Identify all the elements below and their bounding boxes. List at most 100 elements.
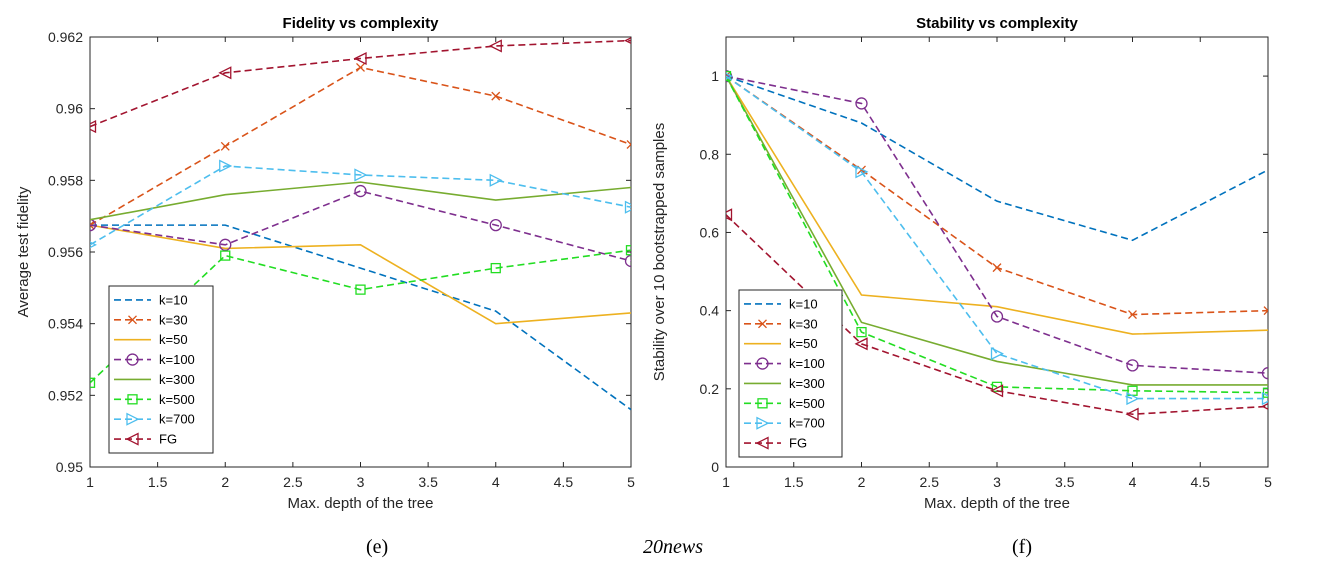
chart-panel-2: 1 1.5 2 2.5 3 3.5 4 4.5 5 0 0.2 0.4 0.6 0.8 1 Stability… (651, 15, 1272, 512)
data-point-k-500 (220, 250, 231, 261)
data-point-k-30 (992, 263, 1002, 273)
legend-item-k-10: k=10 (744, 296, 818, 311)
data-point-k-100 (990, 310, 1004, 323)
legend: k=10 k=30 k=50 k=100 k=300 k=500 k=700 FG (108, 285, 214, 454)
data-point-k-100 (489, 218, 502, 232)
data-point-k-100 (90, 218, 97, 232)
data-point-fg (353, 51, 367, 66)
data-point-k-700 (489, 173, 503, 187)
y-axis-label: Average test fidelity (15, 186, 32, 317)
series-k-30 (90, 62, 631, 230)
data-point-k-100 (1261, 367, 1268, 380)
legend: k=10 k=30 k=50 k=100 k=300 k=500 k=700 FG (738, 289, 843, 458)
y-tick-label: 1 (711, 68, 719, 84)
y-tick-label: 0.954 (48, 316, 83, 332)
chart-panel-1: 1 1.5 2 2.5 3 3.5 4 4.5 5 0.95 0.952 0.954 0.956 0.95… (15, 15, 635, 512)
data-point-fg (854, 337, 868, 351)
x-tick-label: 3 (993, 474, 1001, 490)
data-point-k-100 (624, 254, 631, 268)
legend-item-k-30: k=30 (114, 312, 188, 327)
x-tick-label: 2.5 (920, 474, 940, 490)
data-point-k-30 (1263, 306, 1268, 316)
series-k-100 (90, 184, 631, 268)
legend-label: k=10 (159, 292, 188, 307)
series-line-k-300 (726, 75, 1268, 386)
x-tick-label: 4.5 (554, 474, 574, 490)
x-tick-label: 1 (722, 474, 730, 490)
data-point-fg (990, 384, 1004, 398)
legend-item-k-10: k=10 (114, 292, 188, 307)
data-point-k-500 (355, 284, 366, 295)
legend-item-k-500: k=500 (744, 396, 825, 411)
y-tick-label: 0.952 (48, 387, 83, 403)
legend-item-k-300: k=300 (744, 376, 825, 391)
caption-right: (f) (1012, 536, 1032, 558)
y-tick-label: 0 (711, 459, 719, 475)
data-point-k-700 (855, 165, 869, 179)
data-point-k-30 (90, 220, 95, 230)
data-point-k-100 (1126, 359, 1139, 372)
legend-label: k=700 (159, 412, 195, 427)
legend-label: k=10 (789, 296, 818, 311)
legend-label: k=700 (789, 416, 825, 431)
data-point-k-100 (855, 97, 868, 110)
y-tick-label: 0.958 (48, 172, 83, 188)
series-k-300 (726, 75, 1268, 386)
series-line-k-700 (90, 165, 631, 246)
x-tick-label: 3.5 (418, 474, 438, 490)
series-line-k-100 (726, 75, 1268, 374)
chart-title: Stability vs complexity (916, 15, 1078, 32)
series-line-k-10 (726, 75, 1268, 242)
y-tick-label: 0.95 (56, 459, 83, 475)
data-point-fg (1125, 407, 1139, 421)
x-tick-label: 1 (86, 474, 94, 490)
legend-label: k=500 (159, 392, 195, 407)
x-tick-label: 1.5 (148, 474, 168, 490)
legend-item-fg: FG (114, 432, 177, 447)
data-point-fg (218, 66, 232, 80)
data-point-k-700 (1261, 392, 1268, 406)
legend-item-k-100: k=100 (744, 356, 825, 371)
data-point-k-500 (1262, 387, 1268, 398)
legend-marker (756, 357, 769, 370)
x-tick-label: 5 (627, 474, 635, 490)
x-axis-label: Max. depth of the tree (924, 495, 1070, 512)
legend-item-k-500: k=500 (114, 392, 195, 407)
caption-left: (e) (366, 536, 389, 558)
legend-marker (126, 412, 140, 426)
legend-item-k-700: k=700 (744, 416, 825, 431)
legend-marker (758, 319, 767, 329)
legend-item-k-30: k=30 (744, 316, 818, 331)
x-tick-label: 2.5 (283, 474, 303, 490)
legend-label: k=50 (159, 332, 188, 347)
series-line-k-50 (726, 75, 1268, 335)
data-point-fg (488, 39, 502, 53)
legend-label: k=30 (159, 312, 188, 327)
x-axis-label: Max. depth of the tree (288, 495, 434, 512)
y-axis-label: Stability over 10 bootstrapped samples (651, 123, 668, 381)
data-point-k-700 (990, 347, 1004, 361)
series-k-700 (90, 159, 631, 249)
legend-marker (125, 432, 139, 446)
data-point-k-700 (219, 159, 233, 173)
legend-item-k-700: k=700 (114, 412, 195, 427)
x-tick-label: 4 (1129, 474, 1137, 490)
data-point-k-30 (356, 62, 365, 72)
series-line-k-50 (90, 224, 631, 325)
data-point-k-500 (490, 262, 501, 274)
series-line-fg (90, 39, 631, 128)
legend-marker (126, 353, 139, 366)
legend-item-k-50: k=50 (114, 332, 188, 347)
y-tick-label: 0.2 (700, 381, 720, 397)
series-line-k-100 (90, 190, 631, 262)
x-tick-label: 2 (221, 474, 229, 490)
x-tick-label: 5 (1264, 474, 1272, 490)
y-tick-label: 0.962 (48, 29, 83, 45)
data-point-k-100 (354, 184, 367, 198)
legend-label: k=500 (789, 396, 825, 411)
series-line-k-700 (726, 75, 1268, 400)
legend-label: k=30 (789, 316, 818, 331)
data-point-k-500 (856, 326, 867, 338)
x-tick-label: 4 (492, 474, 500, 490)
y-tick-label: 0.956 (48, 244, 83, 260)
